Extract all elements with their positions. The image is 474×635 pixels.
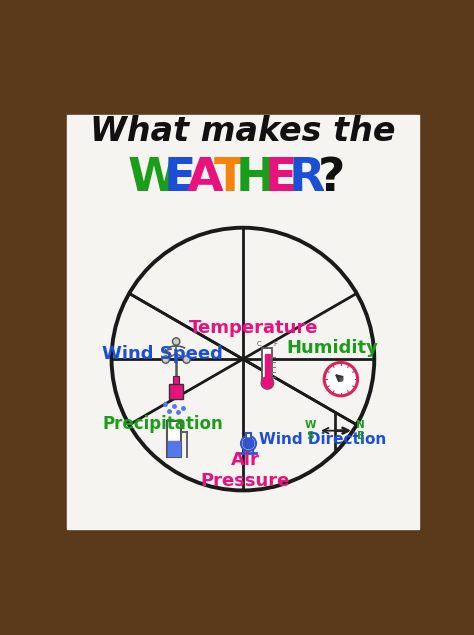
Text: Temperature: Temperature — [189, 319, 319, 337]
Text: R: R — [288, 156, 325, 201]
Text: W: W — [128, 156, 180, 201]
Circle shape — [324, 363, 357, 396]
Text: W: W — [305, 420, 316, 429]
Circle shape — [243, 438, 254, 449]
Text: S: S — [307, 431, 314, 441]
Bar — [265, 354, 270, 382]
Circle shape — [262, 377, 273, 389]
Text: H: H — [236, 156, 275, 201]
Text: E: E — [163, 156, 196, 201]
Text: Air
Pressure: Air Pressure — [201, 451, 290, 490]
Text: Wind Direction: Wind Direction — [259, 432, 387, 447]
Text: A: A — [187, 156, 223, 201]
Circle shape — [162, 356, 169, 363]
Text: Precipitation: Precipitation — [102, 415, 223, 432]
Bar — [246, 432, 251, 443]
Text: Humidity: Humidity — [286, 339, 378, 357]
Text: T: T — [214, 156, 246, 201]
Text: ?: ? — [318, 156, 346, 201]
Text: Wind Speed: Wind Speed — [102, 345, 223, 363]
Circle shape — [183, 356, 190, 363]
Text: E: E — [265, 156, 297, 201]
Text: E: E — [357, 431, 364, 441]
Bar — [167, 421, 181, 457]
Text: What makes the: What makes the — [90, 116, 396, 149]
Circle shape — [241, 436, 256, 451]
Bar — [173, 376, 180, 384]
Text: C: C — [257, 341, 262, 347]
Bar — [168, 441, 180, 455]
Text: F: F — [273, 341, 277, 347]
Circle shape — [339, 377, 343, 381]
Bar — [262, 348, 273, 383]
Circle shape — [173, 338, 180, 345]
Text: N: N — [356, 420, 365, 429]
Bar — [170, 384, 183, 399]
